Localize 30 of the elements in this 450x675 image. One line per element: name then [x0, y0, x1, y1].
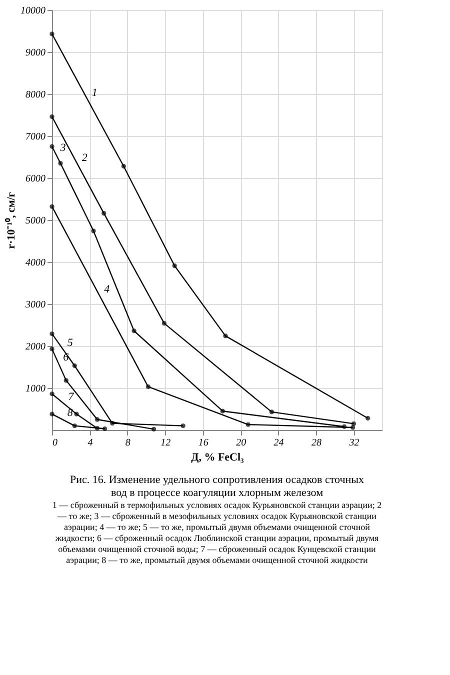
y-tick-label: 4000	[26, 258, 46, 268]
x-tick-label: 12	[160, 438, 171, 448]
y-tick-label: 3000	[24, 300, 46, 310]
y-tick-label: 10000	[20, 6, 46, 16]
series-label: 5	[67, 336, 74, 349]
x-tick-label: 8	[125, 438, 130, 448]
x-tick-label: 24	[274, 438, 284, 448]
x-tick-label: 28	[312, 438, 322, 448]
series-label: 3	[59, 142, 66, 154]
y-axis-title: r·10⁻¹⁰, см/г	[4, 192, 18, 249]
x-tick-label: 4	[88, 438, 93, 448]
y-tick-label: 2000	[26, 342, 46, 352]
x-axis-title: Д, % FeCl₃	[191, 452, 245, 464]
y-tick-label: 7000	[26, 132, 46, 142]
text: 1 — сброженный в термофильных условиях осадок Курьяновской станции аэрации; 2 — то же; 3 — сброженный в мезофильных условиях осадок Курьяновской станции аэрации; 4 — то же; 5 — то же, промытый двумя объемами очищенной сточной жидкости; 6 — сброженный осадок Люблинской станции аэрации, промытый двумя объемами очищенной сточной воды; 7 — сброженный осадок Кунцевской станции аэрации; 8 — то же, промытый двумя объемами очищенной сточной жидкости	[52, 500, 382, 565]
series-label: 2	[82, 152, 88, 164]
y-tick-label: 9000	[26, 48, 46, 58]
y-tick-label: 8000	[26, 90, 46, 100]
series-label: 6	[63, 352, 70, 364]
series-label: 7	[68, 390, 74, 403]
x-tick-label: 0	[52, 438, 58, 448]
x-tick-label: 32	[348, 438, 360, 448]
series-label: 4	[104, 284, 110, 296]
x-tick-label: 16	[198, 438, 208, 448]
y-tick-label: 5000	[26, 216, 46, 226]
series-label: 1	[92, 87, 98, 100]
y-tick-label: 1000	[26, 384, 46, 394]
y-tick-label: 6000	[26, 174, 46, 184]
text: Рис. 16. Изменение удельного сопротивления осадков сточных вод в процессе коагуляции хлорным железом	[70, 474, 365, 499]
x-tick-label: 20	[236, 438, 246, 448]
